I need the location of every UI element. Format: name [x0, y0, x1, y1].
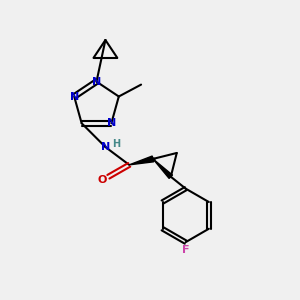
Text: N: N [92, 76, 101, 87]
Polygon shape [129, 156, 154, 165]
Text: O: O [98, 175, 107, 185]
Text: N: N [101, 142, 110, 152]
Text: F: F [182, 244, 189, 255]
Polygon shape [153, 159, 172, 178]
Text: N: N [107, 118, 116, 128]
Text: N: N [70, 92, 79, 101]
Text: H: H [112, 139, 120, 149]
